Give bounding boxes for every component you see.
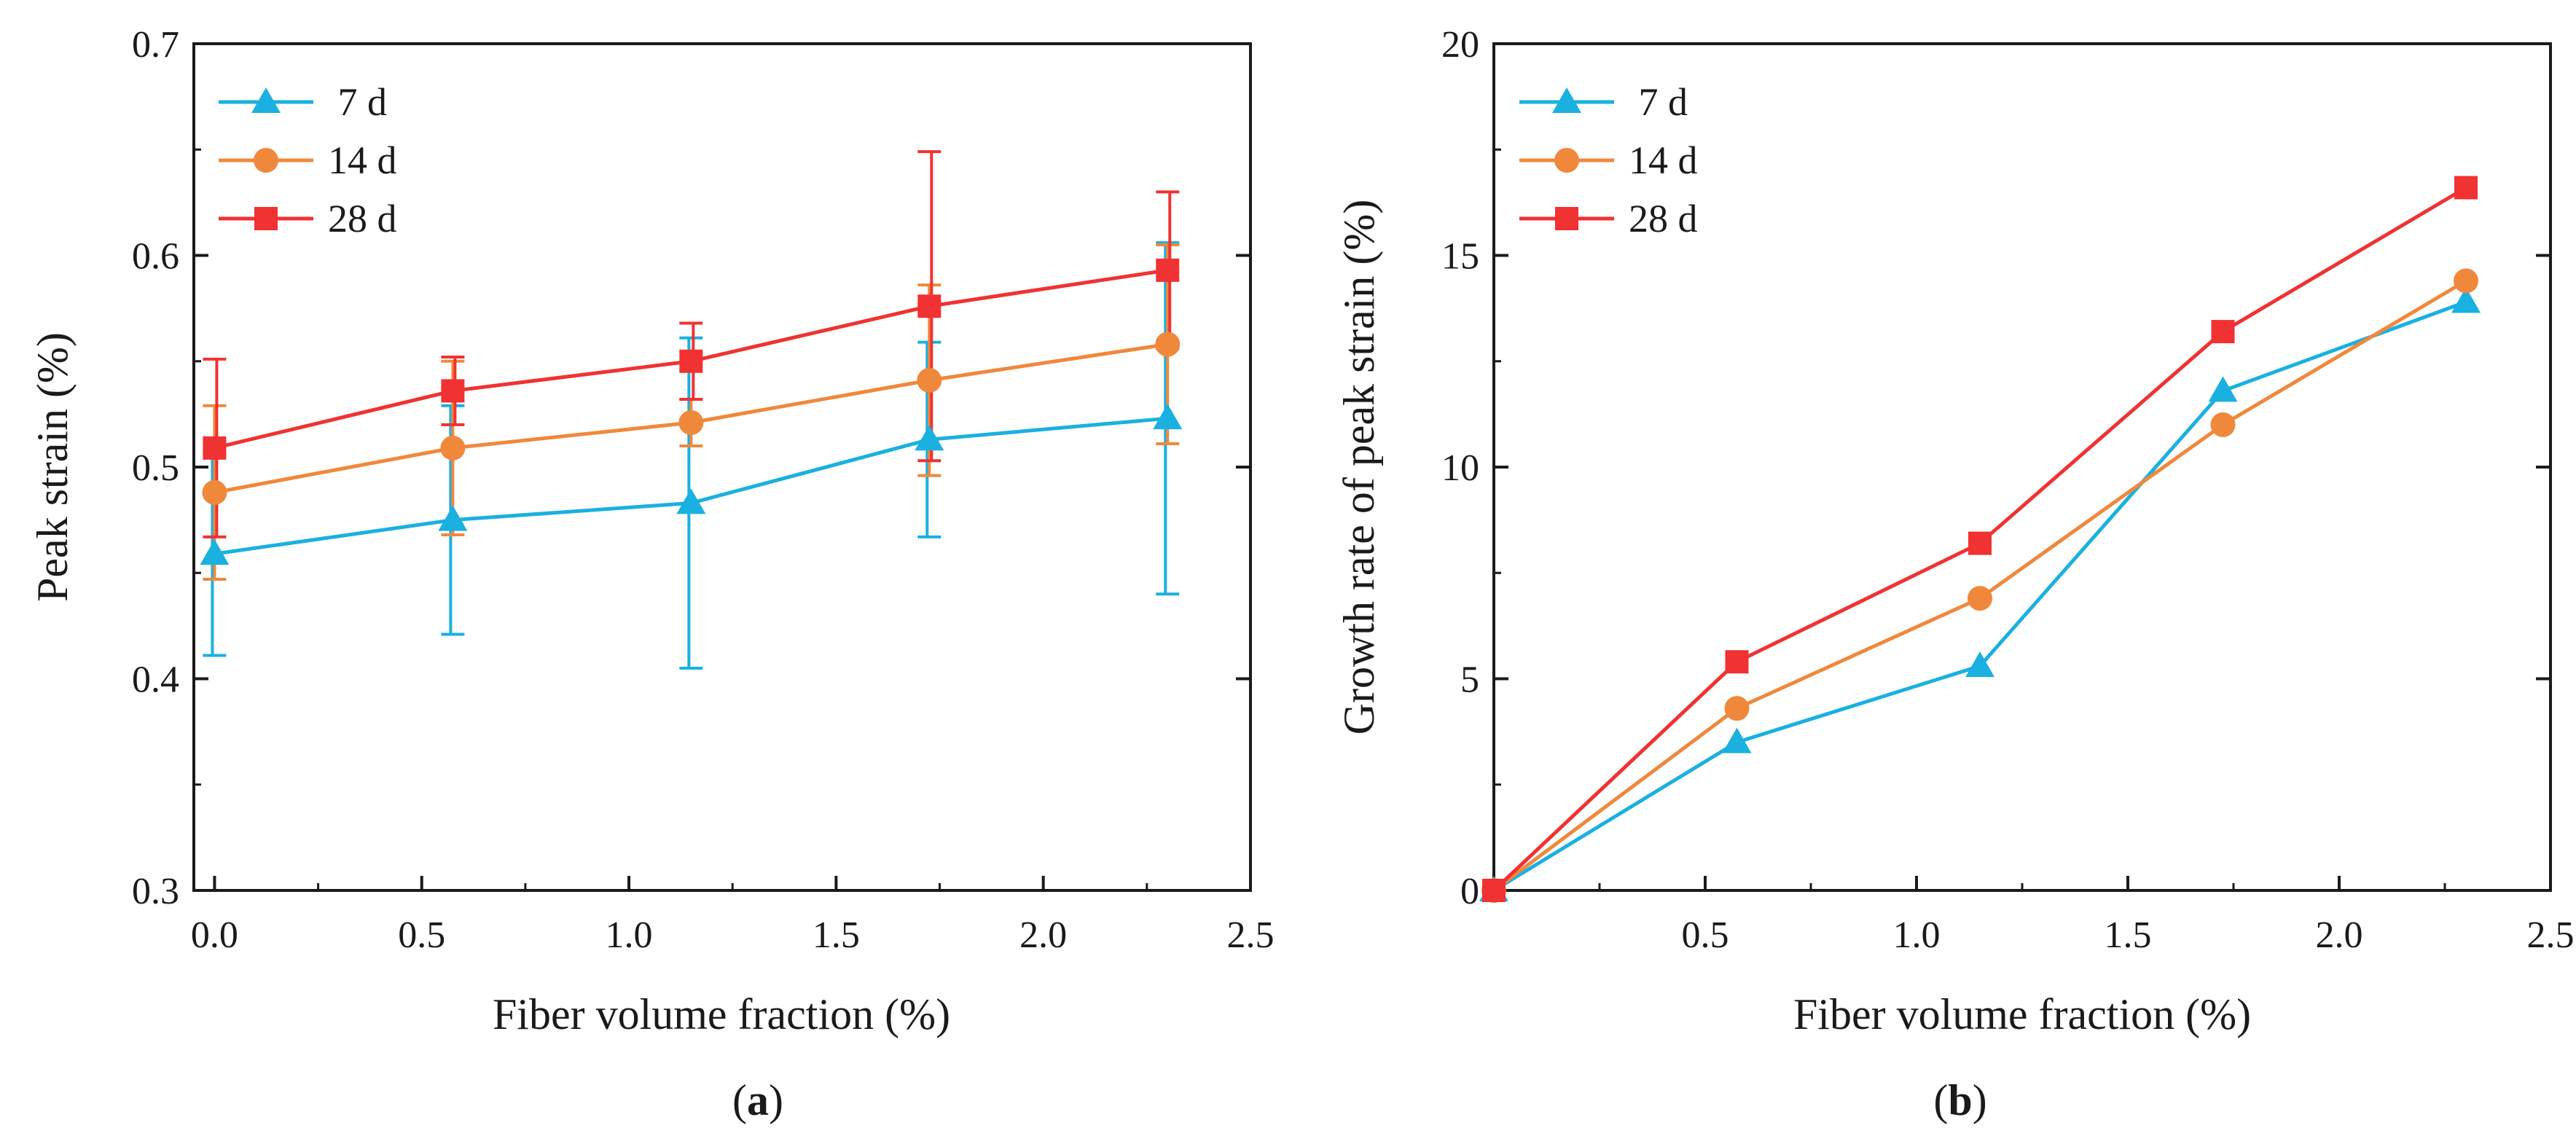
- legend-marker: [1552, 87, 1581, 113]
- data-point-7d: [438, 505, 468, 531]
- data-point-14d: [1155, 332, 1181, 357]
- x-tick-label-b: 2.0: [2316, 914, 2363, 956]
- series-b: [1479, 176, 2481, 903]
- data-point-28d: [1156, 258, 1180, 282]
- data-point-14d: [440, 435, 466, 461]
- tick-labels-a: 0.0 0.5 1.0 1.5 2.0 2.5 0.3 0.4 0.5 0.6 0.7: [132, 24, 1275, 956]
- data-point-7d: [200, 539, 230, 565]
- data-point-14d: [1724, 696, 1750, 721]
- x-tick-label-b: 1.5: [2105, 914, 2152, 956]
- y-axis-label-b: Growth rate of peak strain (%): [1335, 200, 1383, 735]
- legend-b: 7 d 14 d 28 d: [1519, 80, 1698, 240]
- data-point-14d: [1968, 586, 1992, 611]
- legend-label: 7 d: [1629, 80, 1688, 124]
- y-tick-label-a: 0.6: [132, 236, 179, 278]
- y-tick-label-a: 0.7: [132, 24, 179, 66]
- legend-marker: [254, 207, 278, 230]
- panel-label-a: (a): [732, 1076, 783, 1124]
- legend-label: 28 d: [328, 197, 397, 240]
- x-tick-label-a: 1.0: [606, 914, 653, 956]
- data-point-28d: [917, 294, 941, 318]
- data-point-7d: [915, 425, 944, 451]
- x-tick-label-a: 0.0: [191, 914, 238, 956]
- x-tick-label-a: 2.0: [1019, 914, 1067, 956]
- y-tick-label-a: 0.5: [132, 447, 179, 489]
- y-axis-label-a: Peak strain (%): [28, 332, 77, 602]
- data-point-14d: [202, 479, 227, 505]
- legend-marker: [1555, 207, 1578, 230]
- x-tick-label-b: 1.0: [1893, 914, 1941, 956]
- axis-ticks-b: [1494, 42, 2552, 892]
- y-tick-label-b: 20: [1441, 24, 1479, 66]
- chart-panel-a: 0.0 0.5 1.0 1.5 2.0 2.5 0.3 0.4 0.5 0.6 0.7 7 d 14 …: [28, 24, 1275, 1124]
- legend-label: 14 d: [1629, 138, 1698, 182]
- panel-label-b: (b): [1933, 1076, 1986, 1124]
- y-tick-label-b: 5: [1460, 659, 1479, 701]
- y-tick-label-a: 0.3: [132, 871, 179, 912]
- data-point-28d: [441, 379, 465, 403]
- data-point-28d: [1725, 650, 1749, 674]
- data-point-28d: [203, 436, 227, 460]
- data-point-7d: [2208, 376, 2238, 402]
- data-point-7d: [2451, 287, 2481, 313]
- data-point-28d: [679, 349, 703, 373]
- data-point-14d: [2210, 412, 2236, 437]
- chart-panel-b: 0.5 1.0 1.5 2.0 2.5 0 5 10 15 20 7 d 14 d 28 d Grow…: [1335, 24, 2575, 1124]
- data-point-28d: [1482, 879, 1506, 902]
- legend-label: 28 d: [1629, 197, 1698, 240]
- series-a: [200, 258, 1183, 565]
- tick-labels-b: 0.5 1.0 1.5 2.0 2.5 0 5 10 15 20: [1441, 24, 2575, 956]
- x-tick-label-a: 1.5: [813, 914, 860, 956]
- x-tick-label-a: 0.5: [398, 914, 445, 956]
- data-point-7d: [1965, 651, 1994, 678]
- data-point-7d: [1153, 404, 1183, 430]
- x-axis-label-a: Fiber volume fraction (%): [493, 990, 950, 1038]
- data-point-14d: [2454, 268, 2478, 294]
- x-tick-label-a: 2.5: [1227, 914, 1275, 956]
- y-tick-label-a: 0.4: [132, 659, 179, 701]
- data-point-28d: [2211, 320, 2235, 344]
- legend-a: 7 d 14 d 28 d: [219, 80, 397, 240]
- y-tick-label-b: 15: [1441, 236, 1479, 278]
- axis-ticks-a: [194, 42, 1252, 892]
- data-point-14d: [678, 410, 704, 435]
- data-point-28d: [1968, 531, 1992, 555]
- legend-marker: [254, 148, 278, 173]
- legend-label: 7 d: [328, 80, 387, 124]
- data-point-28d: [2454, 176, 2478, 200]
- y-tick-label-b: 0: [1460, 871, 1479, 912]
- x-tick-label-b: 2.5: [2527, 914, 2575, 956]
- series-line-14d: [1492, 279, 2467, 893]
- legend-marker: [251, 87, 281, 113]
- legend-marker: [1554, 148, 1579, 173]
- data-point-7d: [1722, 727, 1752, 753]
- x-axis-label-b: Fiber volume fraction (%): [1793, 990, 2251, 1038]
- y-tick-label-b: 10: [1441, 447, 1479, 489]
- legend-label: 14 d: [328, 138, 397, 182]
- data-point-14d: [917, 367, 942, 393]
- data-point-7d: [676, 488, 706, 514]
- x-tick-label-b: 0.5: [1682, 914, 1729, 956]
